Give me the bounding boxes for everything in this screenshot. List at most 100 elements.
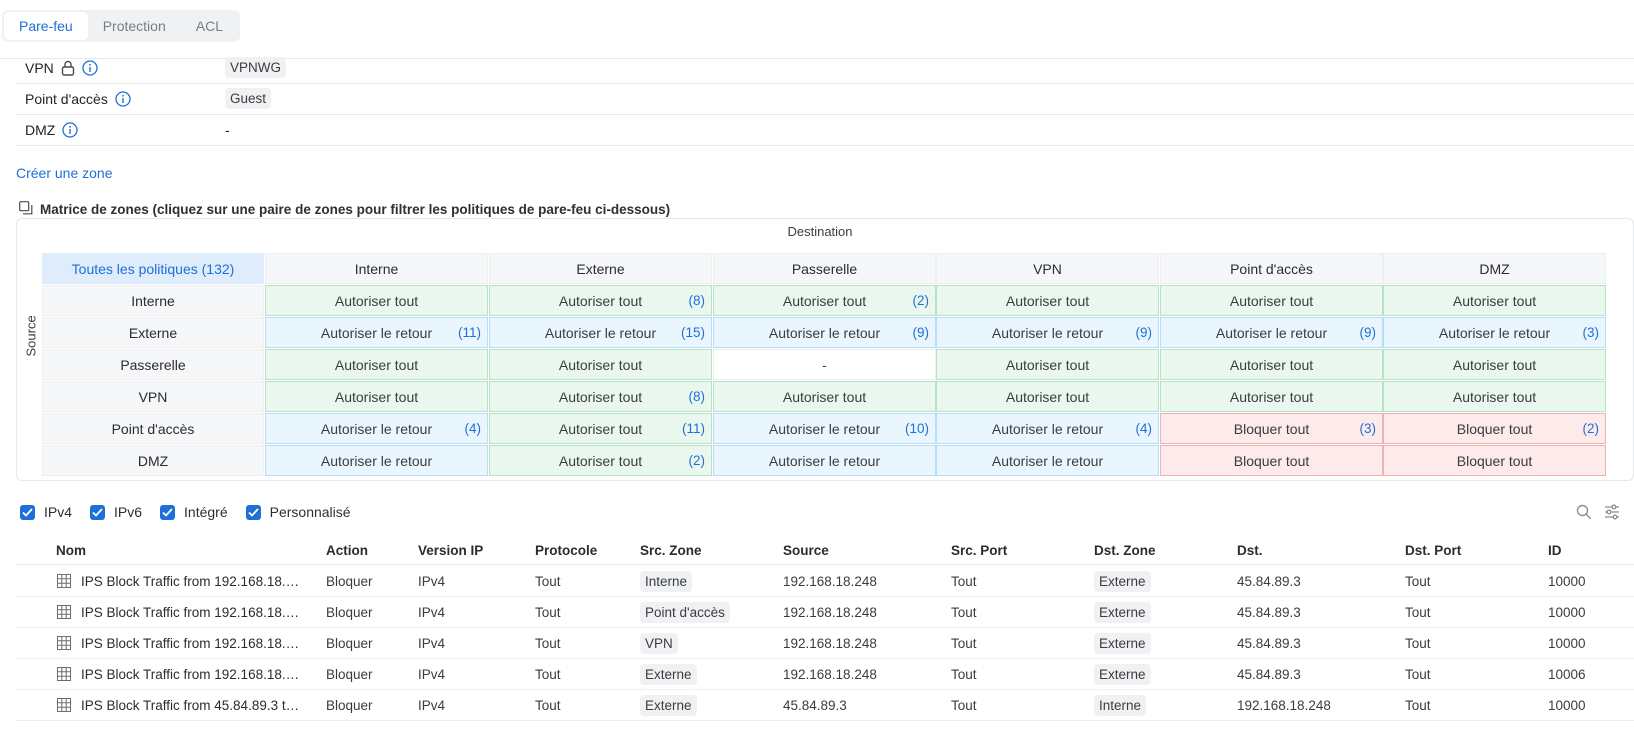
column-header-src-port[interactable]: Src. Port xyxy=(951,543,1008,558)
rule-protocol: Tout xyxy=(535,698,561,713)
matrix-title-text: Matrice de zones (cliquez sur une paire … xyxy=(40,202,671,217)
rule-name: IPS Block Traffic from 45.84.89.3 to 192… xyxy=(81,698,301,713)
matrix-cell[interactable]: Autoriser le retour (4) xyxy=(936,413,1159,444)
column-header-source[interactable]: Source xyxy=(783,543,829,558)
matrix-cell-count: (9) xyxy=(1359,325,1377,340)
checkbox-checked-icon[interactable] xyxy=(90,504,106,520)
filter-personnalise[interactable]: Personnalisé xyxy=(245,504,351,520)
matrix-cell[interactable]: Bloquer tout xyxy=(1383,445,1606,476)
column-header-dst[interactable]: Dst. xyxy=(1237,543,1263,558)
zone-row-vpn[interactable]: VPN VPNWG xyxy=(16,52,1634,84)
matrix-cell[interactable]: Autoriser tout xyxy=(1383,285,1606,316)
matrix-cell[interactable]: Autoriser tout xyxy=(936,349,1159,380)
rule-dst-zone: Externe xyxy=(1094,664,1151,685)
filter-ipv6[interactable]: IPv6 xyxy=(90,504,142,520)
table-row[interactable]: IPS Block Traffic from 192.168.18.248 to… xyxy=(16,659,1634,690)
matrix-cell[interactable]: Autoriser le retour xyxy=(936,445,1159,476)
zone-label: VPN xyxy=(25,59,54,76)
matrix-cell[interactable]: Autoriser le retour (3) xyxy=(1383,317,1606,348)
matrix-cell[interactable]: Autoriser le retour (9) xyxy=(1160,317,1383,348)
matrix-cell-label: Autoriser le retour xyxy=(320,452,433,469)
rule-protocol: Tout xyxy=(535,574,561,589)
matrix-col-header: VPN xyxy=(936,253,1159,284)
zone-label: Point d'accès xyxy=(25,90,108,107)
zone-row-point-acces[interactable]: Point d'accès Guest xyxy=(16,83,1634,115)
matrix-cell[interactable]: Autoriser tout xyxy=(1160,285,1383,316)
tab-acl[interactable]: ACL xyxy=(195,18,223,34)
matrix-col-header: DMZ xyxy=(1383,253,1606,284)
matrix-cell[interactable]: Autoriser tout xyxy=(1383,349,1606,380)
matrix-cell[interactable]: Autoriser tout (8) xyxy=(489,381,712,412)
matrix-cell-label: Autoriser tout xyxy=(1229,388,1314,405)
matrix-cell[interactable]: Autoriser le retour (4) xyxy=(265,413,488,444)
rule-dst-port: Tout xyxy=(1405,605,1431,620)
create-zone-link[interactable]: Créer une zone xyxy=(16,165,113,181)
zone-row-dmz[interactable]: DMZ - xyxy=(16,114,1634,146)
rule-id: 10000 xyxy=(1548,605,1586,620)
matrix-row-header: VPN xyxy=(42,381,264,412)
table-row[interactable]: IPS Block Traffic from 192.168.18.248 to… xyxy=(16,597,1634,628)
matrix-cell[interactable]: Autoriser le retour (9) xyxy=(713,317,936,348)
matrix-cell[interactable]: Autoriser le retour (10) xyxy=(713,413,936,444)
rule-source: 192.168.18.248 xyxy=(783,605,877,620)
matrix-cell-label: Autoriser tout xyxy=(1005,292,1090,309)
info-icon[interactable] xyxy=(62,121,78,138)
matrix-cell[interactable]: Autoriser tout (11) xyxy=(489,413,712,444)
rule-grid-icon xyxy=(57,605,71,619)
sliders-icon[interactable] xyxy=(1603,503,1621,521)
column-header-src-zone[interactable]: Src. Zone xyxy=(640,543,702,558)
column-header-dst-port[interactable]: Dst. Port xyxy=(1405,543,1462,558)
matrix-cell[interactable]: Autoriser le retour (9) xyxy=(936,317,1159,348)
matrix-row-header: Point d'accès xyxy=(42,413,264,444)
column-header-nom[interactable]: Nom xyxy=(56,543,86,558)
search-icon[interactable] xyxy=(1575,503,1593,521)
info-icon[interactable] xyxy=(82,59,98,76)
column-header-dst-zone[interactable]: Dst. Zone xyxy=(1094,543,1156,558)
matrix-cell[interactable]: Autoriser le retour xyxy=(713,445,936,476)
checkbox-checked-icon[interactable] xyxy=(245,504,261,520)
filter-integre[interactable]: Intégré xyxy=(160,504,228,520)
matrix-cell[interactable]: Autoriser le retour (15) xyxy=(489,317,712,348)
rule-id: 10006 xyxy=(1548,667,1586,682)
matrix-cell[interactable]: Autoriser tout xyxy=(265,285,488,316)
tab-protection[interactable]: Protection xyxy=(102,18,166,34)
matrix-cell[interactable]: Bloquer tout (2) xyxy=(1383,413,1606,444)
checkbox-checked-icon[interactable] xyxy=(20,504,35,520)
matrix-cell[interactable]: Autoriser tout xyxy=(489,349,712,380)
table-row[interactable]: IPS Block Traffic from 45.84.89.3 to 192… xyxy=(16,690,1634,721)
rule-dst-zone: Interne xyxy=(1094,695,1147,716)
matrix-cell[interactable]: Autoriser le retour (11) xyxy=(265,317,488,348)
info-icon[interactable] xyxy=(115,90,131,107)
matrix-cell[interactable]: Bloquer tout (3) xyxy=(1160,413,1383,444)
all-policies-button[interactable]: Toutes les politiques (132) xyxy=(42,253,264,284)
matrix-cell[interactable]: Autoriser tout xyxy=(265,349,488,380)
checkbox-checked-icon[interactable] xyxy=(160,504,176,520)
column-header-id[interactable]: ID xyxy=(1548,543,1562,558)
matrix-cell[interactable]: Autoriser tout xyxy=(713,381,936,412)
column-header-action[interactable]: Action xyxy=(326,543,368,558)
rule-dst: 45.84.89.3 xyxy=(1237,605,1301,620)
matrix-cell-label: Autoriser le retour xyxy=(768,324,881,341)
matrix-cell-count: (2) xyxy=(912,293,930,308)
matrix-cell[interactable]: Autoriser tout (8) xyxy=(489,285,712,316)
matrix-cell-label: Autoriser tout xyxy=(1452,292,1537,309)
matrix-cell-count: (9) xyxy=(1135,325,1153,340)
table-row[interactable]: IPS Block Traffic from 192.168.18.248 to… xyxy=(16,628,1634,659)
column-header-protocole[interactable]: Protocole xyxy=(535,543,598,558)
matrix-cell[interactable]: Autoriser tout (2) xyxy=(713,285,936,316)
matrix-cell[interactable]: Autoriser tout xyxy=(1160,349,1383,380)
matrix-cell[interactable]: Autoriser tout xyxy=(1160,381,1383,412)
filter-ipv4[interactable]: IPv4 xyxy=(20,504,72,520)
matrix-cell[interactable]: Autoriser tout xyxy=(265,381,488,412)
table-row[interactable]: IPS Block Traffic from 192.168.18.248 to… xyxy=(16,566,1634,597)
matrix-cell-label: Autoriser tout xyxy=(334,388,419,405)
column-header-version-ip[interactable]: Version IP xyxy=(418,543,484,558)
matrix-cell[interactable]: Autoriser tout (2) xyxy=(489,445,712,476)
rule-dst-zone: Externe xyxy=(1094,571,1151,592)
matrix-cell[interactable]: Autoriser tout xyxy=(1383,381,1606,412)
matrix-cell[interactable]: Autoriser tout xyxy=(936,285,1159,316)
matrix-cell[interactable]: Autoriser tout xyxy=(936,381,1159,412)
matrix-cell[interactable]: Autoriser le retour xyxy=(265,445,488,476)
matrix-cell[interactable]: Bloquer tout xyxy=(1160,445,1383,476)
tab-pare-feu[interactable]: Pare-feu xyxy=(4,12,88,40)
